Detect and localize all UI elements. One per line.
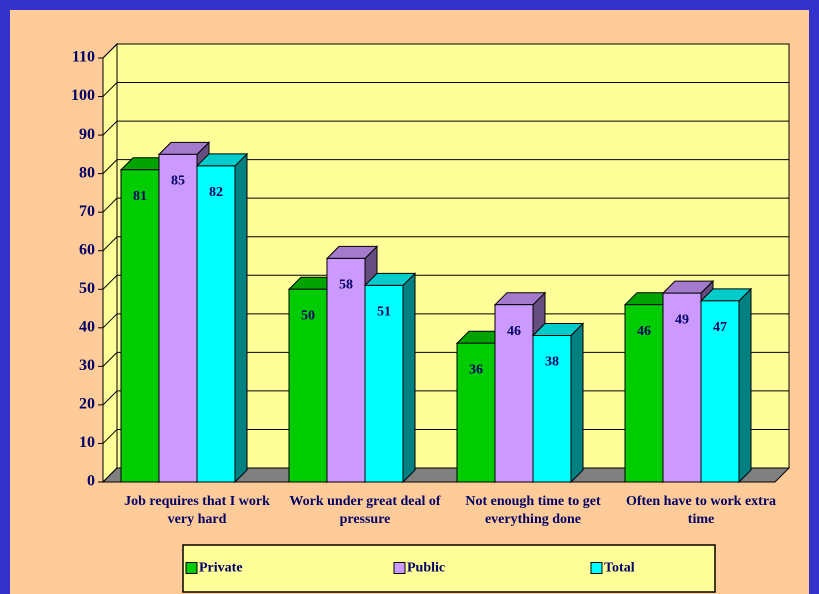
y-tick-label: 0 xyxy=(87,473,95,490)
data-label: 46 xyxy=(507,324,521,339)
bar-side xyxy=(234,152,248,484)
bar xyxy=(700,300,740,483)
bar xyxy=(326,257,366,483)
chart-area: 0 10 20 30 40 50 60 70 80 90 100 110 81 85 82 50 58 51 36 4… xyxy=(10,10,809,594)
data-label: 81 xyxy=(133,189,147,204)
data-label: 58 xyxy=(339,278,353,293)
y-tick-label: 30 xyxy=(79,357,95,374)
bar xyxy=(494,304,534,483)
bar-side xyxy=(570,322,584,484)
chart: 0 10 20 30 40 50 60 70 80 90 100 110 81 85 82 50 58 51 36 4… xyxy=(71,42,791,593)
side-wall xyxy=(102,42,118,484)
legend-label: Public xyxy=(407,561,445,576)
y-tick-label: 100 xyxy=(71,87,95,104)
grid-line xyxy=(102,159,789,174)
bar-side xyxy=(738,287,752,484)
y-tick-label: 60 xyxy=(79,241,95,258)
bar xyxy=(196,165,236,483)
bar xyxy=(662,292,702,483)
x-tick-label: Often have to work extra time xyxy=(625,494,777,527)
bar xyxy=(288,288,328,483)
legend xyxy=(182,544,716,593)
y-tick-label: 110 xyxy=(72,49,95,66)
grid-line xyxy=(102,236,789,252)
grid-line xyxy=(102,197,789,213)
grid-line xyxy=(102,120,789,136)
bar xyxy=(456,342,496,483)
grid-line xyxy=(102,82,789,97)
legend-label: Total xyxy=(604,561,635,576)
data-label: 82 xyxy=(209,185,223,200)
y-tick-label: 40 xyxy=(79,318,95,335)
data-label: 36 xyxy=(469,362,483,377)
data-label: 46 xyxy=(637,324,651,339)
y-tick-label: 50 xyxy=(79,280,95,297)
x-tick-label: Not enough time to get everything done xyxy=(465,494,601,527)
y-tick-label: 80 xyxy=(79,164,95,181)
x-tick-label: Work under great deal of pressure xyxy=(289,494,441,527)
data-label: 38 xyxy=(545,355,559,370)
grid-line xyxy=(102,313,789,329)
legend-swatch xyxy=(185,562,198,574)
y-tick-label: 70 xyxy=(79,203,95,220)
y-tick-label: 10 xyxy=(79,434,95,451)
y-tick-label: 20 xyxy=(79,396,95,413)
data-label: 51 xyxy=(377,305,391,320)
bar-side xyxy=(402,272,416,484)
data-label: 50 xyxy=(301,308,315,323)
grid-line xyxy=(102,274,789,290)
data-label: 85 xyxy=(171,174,185,189)
legend-swatch xyxy=(590,562,603,574)
data-label: 47 xyxy=(713,320,727,335)
legend-label: Private xyxy=(199,561,243,576)
y-tick-label: 90 xyxy=(79,126,95,143)
bar xyxy=(624,304,664,483)
bar xyxy=(158,153,198,483)
legend-swatch xyxy=(393,562,406,574)
bar xyxy=(532,335,572,483)
data-label: 49 xyxy=(675,312,689,327)
x-tick-label: Job requires that I work very hard xyxy=(124,494,270,527)
bar xyxy=(120,169,160,483)
bar xyxy=(364,284,404,483)
grid-line xyxy=(102,43,789,59)
